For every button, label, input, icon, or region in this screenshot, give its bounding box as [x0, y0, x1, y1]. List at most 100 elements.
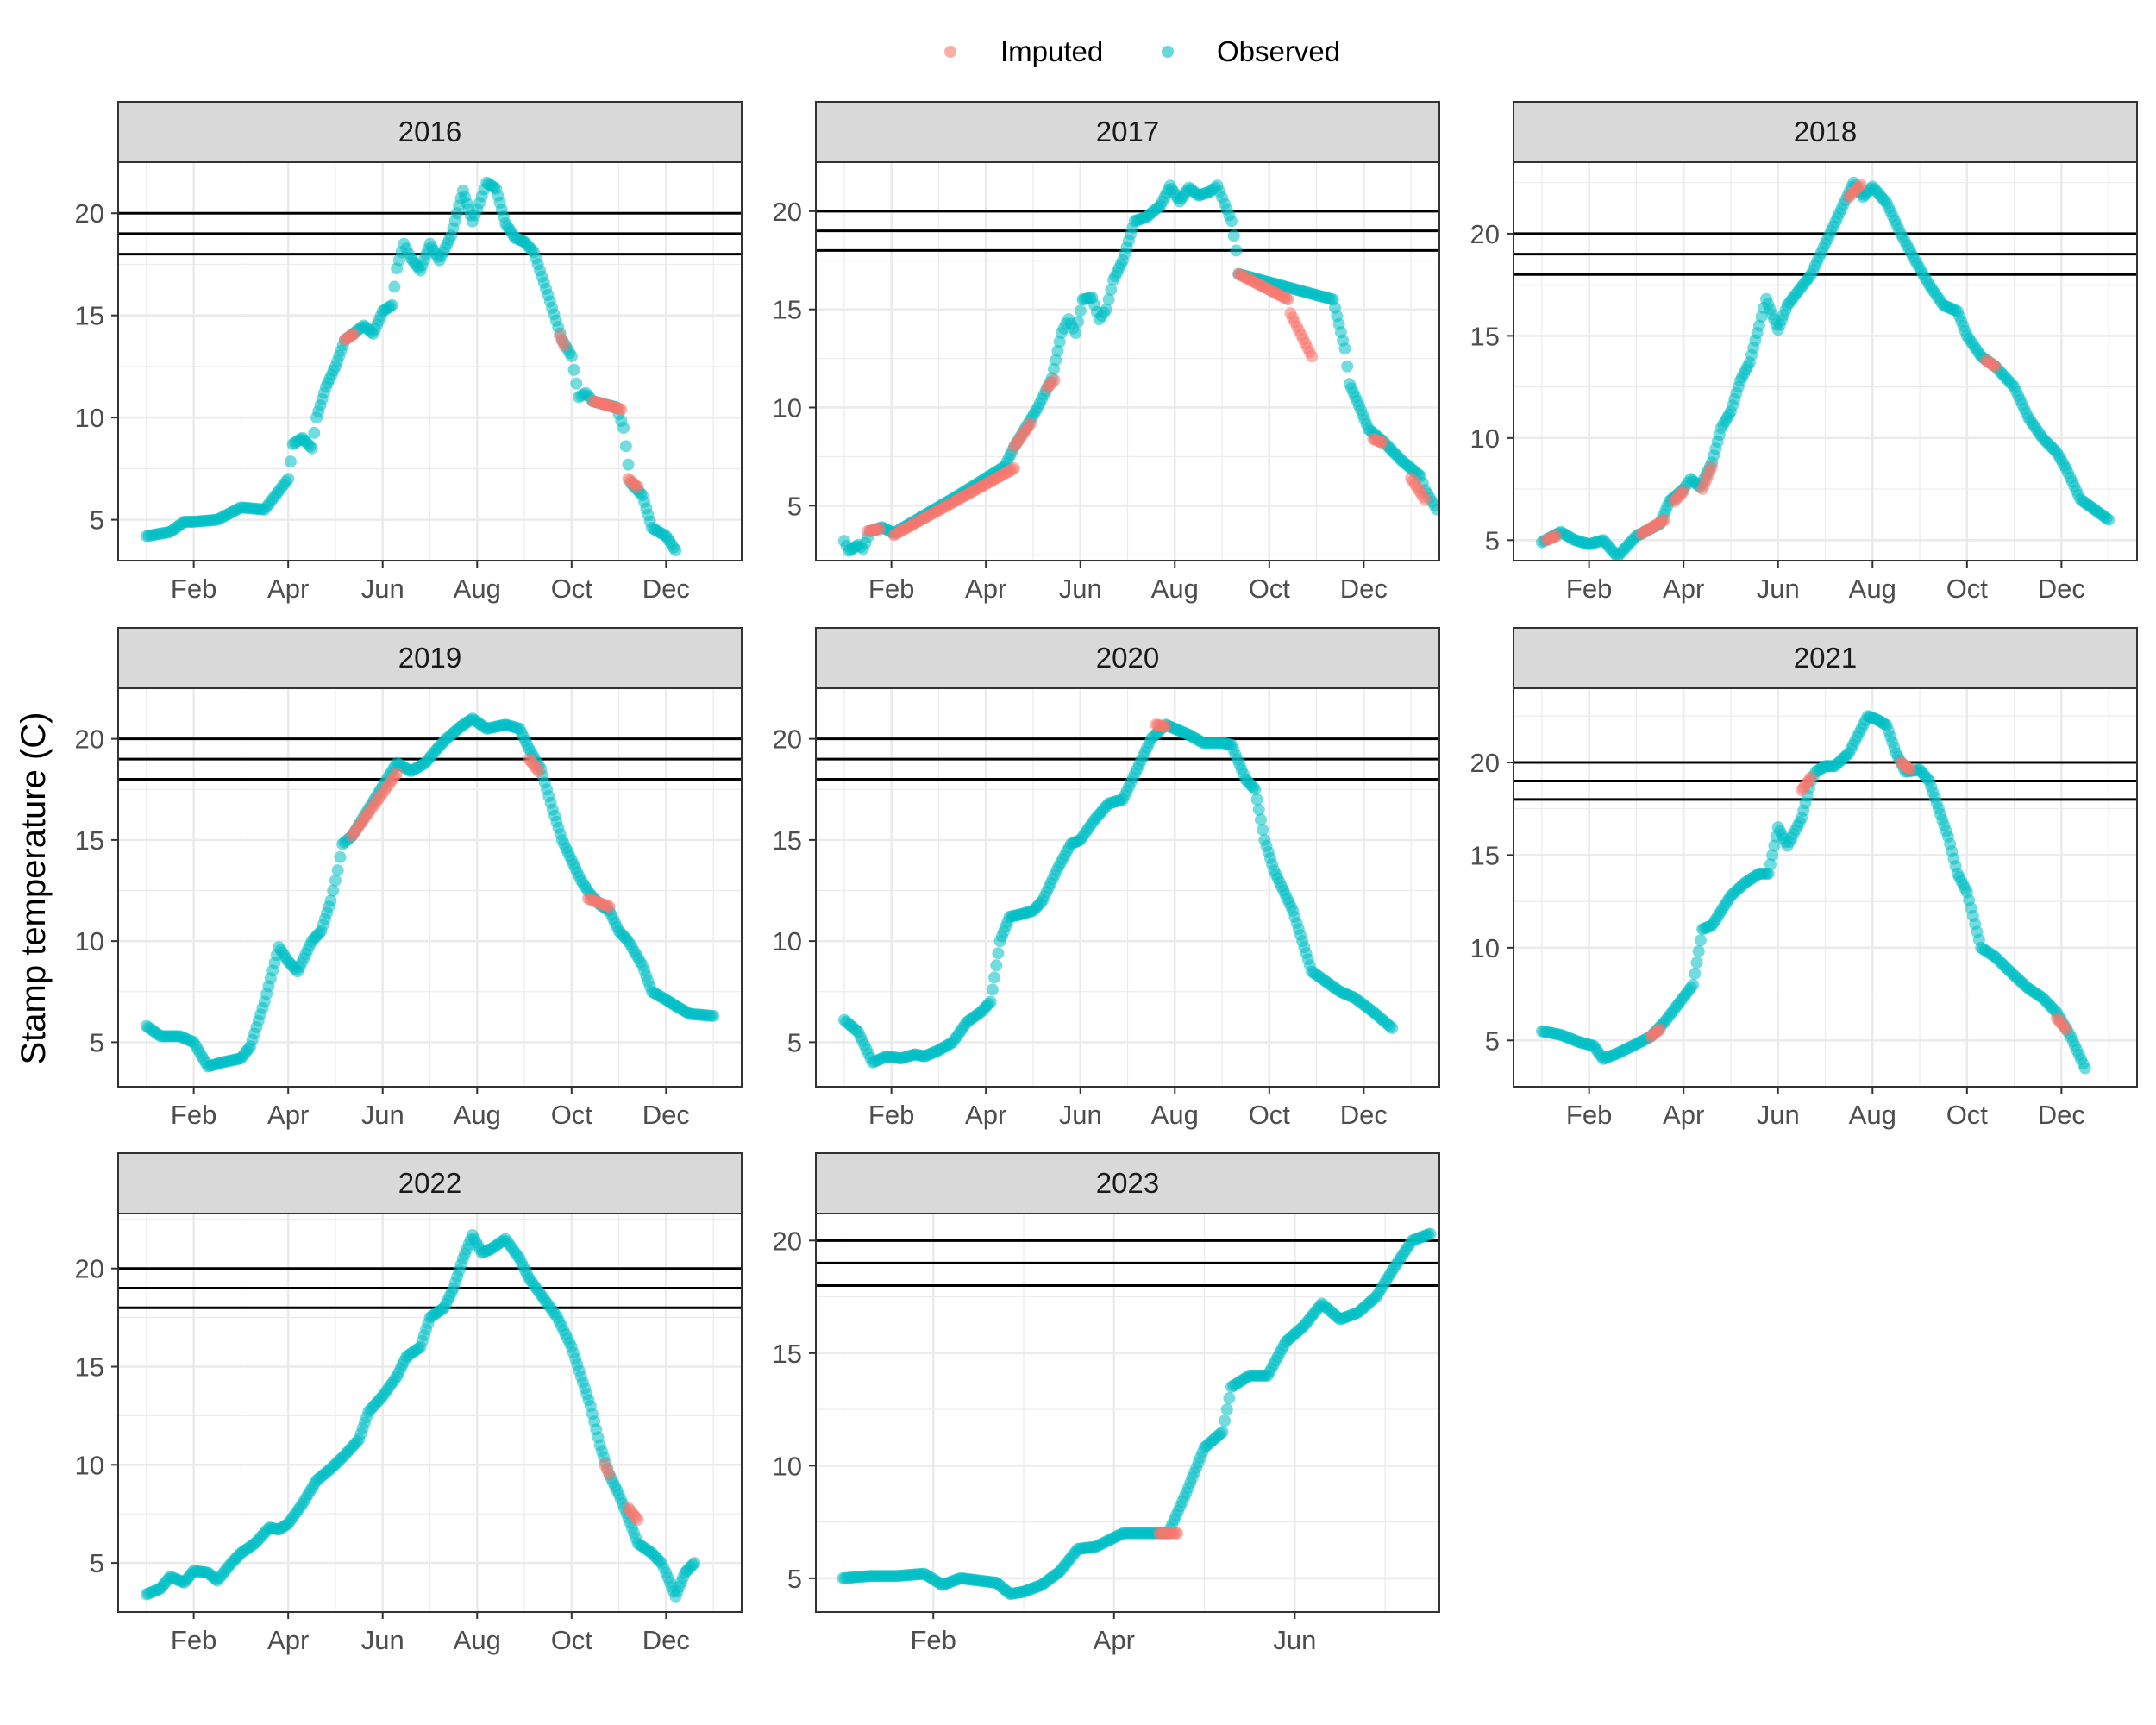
- data-points: [140, 176, 682, 557]
- x-tick-label: Dec: [642, 574, 690, 604]
- imputed-point: [1854, 179, 1867, 191]
- y-tick-label: 10: [1470, 933, 1500, 963]
- observed-point: [1227, 229, 1240, 242]
- observed-point: [1762, 867, 1775, 880]
- x-tick-label: Apr: [1094, 1625, 1135, 1655]
- x-tick-label: Aug: [1849, 1100, 1896, 1130]
- observed-point: [1216, 1426, 1229, 1439]
- x-tick-label: Oct: [1249, 574, 1291, 604]
- observed-point: [327, 884, 340, 897]
- x-tick-label: Apr: [267, 574, 309, 604]
- observed-point: [1069, 327, 1082, 339]
- x-tick-label: Aug: [1151, 574, 1199, 604]
- observed-point: [669, 544, 682, 557]
- panel-2020: 2020 5 10 15 20 Feb Apr Jun Aug Oct Dec: [773, 627, 1440, 1130]
- y-tick-label: 10: [773, 392, 802, 423]
- observed-point: [2078, 1062, 2091, 1075]
- legend-label-observed: Observed: [1217, 35, 1340, 67]
- observed-point: [385, 298, 398, 311]
- y-tick-label: 20: [75, 1254, 104, 1284]
- x-tick-label: Dec: [2038, 1100, 2085, 1130]
- y-tick-label: 15: [1470, 321, 1500, 351]
- observed-point: [1252, 803, 1265, 816]
- panel-2019: 2019 5 10 15 20 Feb Apr Jun Aug Oct Dec: [75, 627, 743, 1130]
- x-tick-label: Jun: [1273, 1625, 1316, 1655]
- observed-point: [1051, 344, 1064, 357]
- y-tick-label: 10: [75, 926, 104, 957]
- x-tick-label: Feb: [868, 1100, 914, 1130]
- data-points: [140, 712, 720, 1073]
- y-tick-label: 20: [75, 198, 104, 229]
- imputed-point: [1677, 485, 1690, 498]
- imputed-point: [631, 480, 644, 493]
- y-tick-label: 10: [1470, 423, 1500, 454]
- x-tick-label: Feb: [171, 1100, 216, 1130]
- observed-point: [305, 442, 318, 455]
- observed-point: [1048, 362, 1061, 375]
- x-tick-label: Oct: [1249, 1100, 1291, 1130]
- y-tick-label: 10: [75, 403, 104, 433]
- observed-point: [1766, 849, 1779, 862]
- x-tick-label: Apr: [267, 1625, 309, 1655]
- panel-strip: [117, 1152, 743, 1214]
- observed-point: [1250, 793, 1263, 806]
- panel-strip-label: 2016: [398, 116, 461, 147]
- data-points: [837, 1227, 1437, 1601]
- observed-point: [324, 894, 337, 907]
- y-tick-label: 5: [787, 491, 802, 521]
- y-tick-label: 15: [773, 295, 802, 325]
- observed-point: [1071, 316, 1084, 329]
- imputed-point: [1706, 461, 1719, 474]
- panel-2023: 2023 5 10 15 20 Feb Apr Jun: [773, 1152, 1440, 1655]
- observed-point: [1223, 1392, 1236, 1405]
- observed-point: [1220, 1403, 1233, 1416]
- observed-point: [619, 440, 632, 453]
- observed-point: [984, 995, 997, 1008]
- imputed-point: [1653, 1023, 1666, 1036]
- data-points: [837, 718, 1399, 1069]
- imputed-point: [2059, 1023, 2072, 1036]
- panel-border: [1513, 687, 2138, 1088]
- x-tick-label: Aug: [454, 1625, 501, 1655]
- observed-point: [1053, 336, 1066, 348]
- panel-strip-label: 2017: [1096, 116, 1159, 147]
- observed-point: [1689, 967, 1702, 980]
- y-tick-label: 10: [773, 1451, 802, 1481]
- panel-strip: [117, 101, 743, 163]
- panel-strip: [815, 101, 1440, 163]
- panel-border: [815, 1213, 1440, 1613]
- y-tick-label: 20: [773, 197, 802, 227]
- imputed-point: [1376, 436, 1389, 449]
- x-tick-label: Jun: [1757, 574, 1800, 604]
- observed-point: [1254, 813, 1267, 826]
- observed-point: [617, 422, 630, 434]
- imputed-point: [348, 328, 360, 341]
- x-tick-label: Jun: [361, 1100, 404, 1130]
- observed-point: [1341, 360, 1354, 373]
- observed-point: [1074, 304, 1087, 317]
- observed-point: [565, 350, 578, 363]
- x-tick-label: Feb: [911, 1625, 956, 1655]
- y-tick-label: 15: [75, 301, 104, 331]
- imputed-point: [1550, 530, 1563, 543]
- observed-point: [1257, 824, 1269, 837]
- observed-point: [622, 458, 635, 471]
- x-tick-label: Feb: [1566, 574, 1612, 604]
- x-tick-label: Feb: [868, 574, 914, 604]
- y-tick-label: 20: [1470, 219, 1500, 249]
- y-tick-label: 10: [773, 926, 802, 957]
- observed-point: [990, 959, 1003, 972]
- y-tick-label: 15: [75, 825, 104, 856]
- y-tick-label: 15: [1470, 840, 1500, 870]
- imputed-point: [1904, 763, 1917, 776]
- observed-point: [308, 426, 321, 439]
- imputed-point: [1025, 417, 1037, 430]
- panel-border: [117, 161, 743, 561]
- x-tick-label: Oct: [551, 1100, 593, 1130]
- observed-point: [567, 363, 580, 376]
- observed-point: [282, 473, 295, 486]
- observed-point: [1338, 342, 1351, 355]
- observed-point: [329, 874, 342, 887]
- y-tick-label: 15: [75, 1352, 104, 1383]
